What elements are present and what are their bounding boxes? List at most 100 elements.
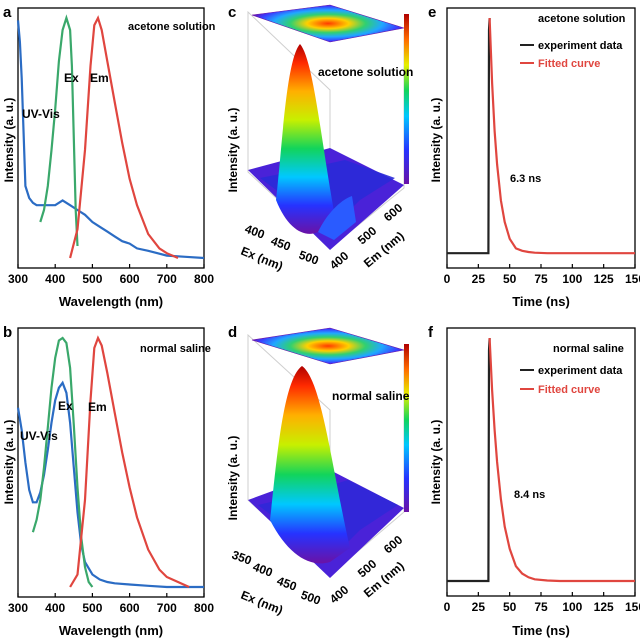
panel-d-em-tick-1: 400: [327, 582, 352, 606]
panel-c-peak-shoulder: [318, 196, 356, 240]
panel-f: f normal saline experiment data Fitted c…: [428, 324, 640, 638]
panel-a-uv-label: UV-Vis: [22, 107, 60, 121]
panel-e-xtick-label: 100: [562, 272, 582, 286]
panel-a-note: acetone solution: [128, 21, 216, 33]
panel-e-legend-fit: Fitted curve: [538, 58, 600, 70]
panel-b-lines: [16, 335, 204, 589]
panel-b-ex-label: Ex: [58, 399, 73, 413]
panel-a-xtick-label: 600: [120, 272, 140, 286]
panel-b-xticks: 300 400 500 600 700 800: [8, 593, 214, 615]
panel-c-top-map: [251, 4, 405, 43]
panel-d-peak: [270, 366, 350, 564]
panel-c-note: acetone solution: [318, 65, 413, 79]
panel-b-series-ex: [31, 336, 94, 588]
panel-d-note: normal saline: [332, 389, 410, 403]
panel-e-series-fitted-curve: [488, 17, 635, 255]
panel-a-series-ex: [39, 14, 79, 247]
panel-e-legend-exp: experiment data: [538, 40, 623, 52]
panel-a-xtick-label: 300: [8, 272, 28, 286]
panel-b-uv-label: UV-Vis: [20, 429, 58, 443]
panel-c-ylabel: Intensity (a. u.): [226, 108, 240, 193]
panel-c-em-tick-2: 500: [355, 223, 380, 247]
panel-f-xtick-label: 150: [625, 600, 640, 614]
panel-b-xtick-label: 800: [194, 601, 214, 615]
panel-a-lines: [16, 14, 205, 260]
panel-f-lifetime: 8.4 ns: [514, 489, 545, 501]
panel-f-xtick-label: 75: [534, 600, 548, 614]
panel-c-colorbar: [404, 14, 409, 184]
panel-d: d normal saline Intensity (a. u.) Ex (nm…: [226, 324, 410, 617]
panel-e-xtick-label: 0: [444, 272, 451, 286]
panel-f-xticks: 0 25 50 75 100 125 150: [444, 592, 640, 614]
panel-d-ylabel: Intensity (a. u.): [226, 436, 240, 521]
panel-b-note: normal saline: [140, 343, 211, 355]
panel-f-xtick-label: 25: [472, 600, 486, 614]
panel-f-series-fitted-curve: [488, 337, 635, 583]
panel-d-ex-tick-3: 450: [275, 574, 299, 594]
panel-e-lifetime: 6.3 ns: [510, 173, 541, 185]
panel-c-ex-tick-1: 400: [243, 222, 267, 242]
panel-a-letter: a: [3, 4, 12, 21]
panel-e-xtick-label: 25: [472, 272, 486, 286]
panel-a-em-label: Em: [90, 71, 109, 85]
panel-b-xtick-label: 500: [82, 601, 102, 615]
panel-d-ex-tick-4: 500: [299, 588, 323, 608]
panel-b-xtick-label: 300: [8, 601, 28, 615]
panel-b-series-em: [69, 335, 190, 589]
panel-c-peak: [276, 44, 336, 234]
panel-c-ex-tick-3: 500: [297, 248, 321, 268]
panel-b-frame: [17, 327, 205, 598]
panel-e-xlabel: Time (ns): [512, 294, 570, 309]
panel-c: c acetone solution Intensity (a. u.) Ex …: [226, 4, 413, 273]
panel-e-xtick-label: 150: [625, 272, 640, 286]
panel-a-xtick-label: 800: [194, 272, 214, 286]
panel-a-ex-label: Ex: [64, 71, 79, 85]
panel-b-xtick-label: 700: [157, 601, 177, 615]
panel-f-letter: f: [428, 324, 434, 341]
panel-e-series-experiment-data: [447, 17, 491, 255]
panel-f-xtick-label: 50: [503, 600, 517, 614]
panel-a-xtick-label: 500: [82, 272, 102, 286]
panel-e-xtick-label: 75: [534, 272, 548, 286]
panel-f-legend-fit: Fitted curve: [538, 384, 600, 396]
panel-c-ex-tick-2: 450: [269, 234, 293, 254]
panel-f-note: normal saline: [553, 343, 624, 355]
panel-b-ylabel: Intensity (a. u.): [2, 420, 16, 505]
panel-e-lines: [447, 17, 635, 255]
panel-d-ex-label: Ex (nm): [239, 588, 285, 617]
panel-b: b normal saline Intensity (a. u.) Wavele…: [2, 324, 214, 638]
panel-a-xtick-label: 700: [157, 272, 177, 286]
panel-b-xtick-label: 400: [45, 601, 65, 615]
panel-b-xtick-label: 600: [120, 601, 140, 615]
panel-e-xtick-label: 50: [503, 272, 517, 286]
panel-a-series-uv-vis: [16, 20, 205, 260]
panel-c-em-tick-1: 400: [327, 248, 352, 272]
panel-a-xticks: 300 400 500 600 700 800: [8, 264, 214, 286]
panel-b-xlabel: Wavelength (nm): [59, 623, 163, 638]
panel-d-ex-tick-1: 350: [230, 548, 254, 568]
panel-e-letter: e: [428, 4, 436, 21]
panel-f-xlabel: Time (ns): [512, 623, 570, 638]
panel-f-xtick-label: 125: [594, 600, 614, 614]
panel-b-series-uv-vis: [16, 380, 204, 589]
panel-a-xlabel: Wavelength (nm): [59, 294, 163, 309]
panel-a-frame: [17, 7, 205, 269]
panel-a-xtick-label: 400: [45, 272, 65, 286]
panel-e-xticks: 0 25 50 75 100 125 150: [444, 264, 640, 286]
panel-e-ylabel: Intensity (a. u.): [429, 98, 443, 183]
panel-d-colorbar: [404, 344, 409, 512]
panel-f-ylabel: Intensity (a. u.): [429, 420, 443, 505]
panel-f-legend-exp: experiment data: [538, 365, 623, 377]
panel-f-xtick-label: 100: [562, 600, 582, 614]
panel-f-xtick-label: 0: [444, 600, 451, 614]
panel-c-letter: c: [228, 4, 236, 21]
panel-b-letter: b: [3, 324, 12, 341]
panel-d-letter: d: [228, 324, 237, 341]
panel-a: a acetone solution Intensity (a. u.) Wav…: [2, 4, 216, 309]
panel-d-ex-tick-2: 400: [251, 560, 275, 580]
panel-e: e acetone solution experiment data Fitte…: [428, 4, 640, 309]
panel-f-lines: [447, 337, 635, 583]
panel-f-series-experiment-data: [447, 337, 491, 583]
panel-d-top-map: [251, 327, 405, 365]
panel-a-ylabel: Intensity (a. u.): [2, 98, 16, 183]
